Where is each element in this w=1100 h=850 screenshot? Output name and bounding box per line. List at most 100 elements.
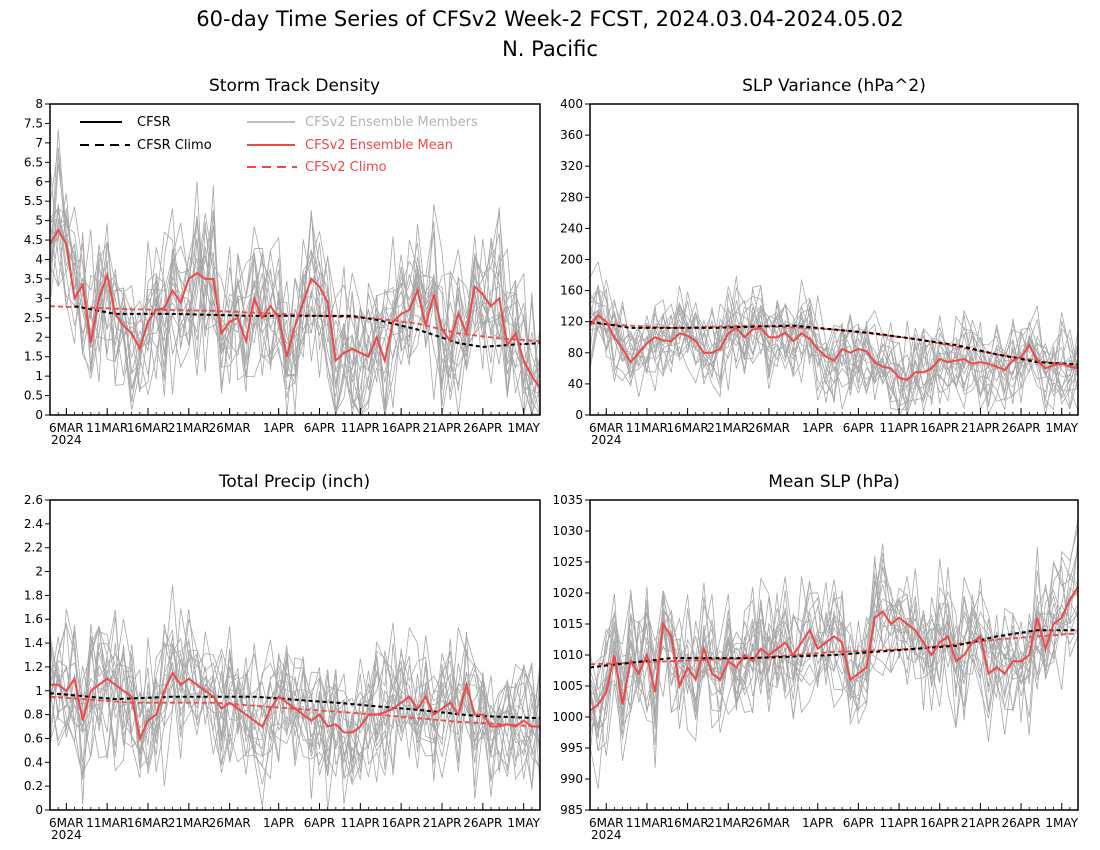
y-tick-label: 5 [35, 214, 43, 228]
x-tick-label: 16APR [382, 421, 421, 435]
y-tick-label: 990 [560, 772, 583, 786]
x-tick-label: 21MAR [168, 421, 210, 435]
y-tick-label: 1000 [552, 710, 583, 724]
ensemble-member-line [589, 573, 1079, 746]
y-tick-label: 1.5 [24, 350, 43, 364]
y-tick-label: 0.8 [24, 708, 43, 722]
y-tick-label: 985 [560, 803, 583, 817]
x-tick-label: 16APR [920, 816, 959, 830]
ensemble-members [589, 260, 1079, 417]
legend-label-cfsr-climo: CFSR Climo [137, 138, 212, 153]
x-tick-label: 11APR [341, 816, 380, 830]
x-tick-label: 26APR [1002, 816, 1041, 830]
x-tick-label: 11APR [880, 816, 919, 830]
x-year-label: 2024 [51, 433, 82, 447]
x-tick-label: 16APR [920, 421, 959, 435]
ensemble-mean-line [49, 228, 541, 389]
y-tick-label: 6 [35, 175, 43, 189]
ensemble-member-line [589, 260, 1079, 405]
x-tick-label: 26APR [463, 816, 502, 830]
ensemble-member-line [49, 209, 541, 416]
y-tick-label: 3 [35, 291, 43, 305]
x-tick-label: 16APR [382, 816, 421, 830]
x-tick-label: 6MAR [589, 421, 624, 435]
ensemble-member-line [589, 552, 1079, 735]
y-tick-label: 0 [35, 408, 43, 422]
y-tick-label: 1005 [552, 679, 583, 693]
y-tick-label: 2.2 [24, 541, 43, 555]
x-tick-label: 11APR [341, 421, 380, 435]
y-tick-label: 240 [560, 221, 583, 235]
y-tick-label: 0 [575, 408, 583, 422]
ensemble-members [589, 518, 1079, 790]
ensemble-mean-line [589, 586, 1079, 712]
y-tick-label: 1015 [552, 617, 583, 631]
x-tick-label: 1APR [263, 816, 294, 830]
x-tick-label: 11MAR [86, 816, 128, 830]
ensemble-mean-line [589, 314, 1079, 382]
y-tick-label: 360 [560, 128, 583, 142]
legend: CFSR CFSR Climo CFSv2 Ensemble Members C… [80, 115, 478, 175]
y-tick-label: 320 [560, 159, 583, 173]
y-tick-label: 3.5 [24, 272, 43, 286]
y-tick-label: 2.5 [24, 311, 43, 325]
ensemble-member-line [49, 622, 541, 780]
cfsr-climo-line [589, 320, 1079, 366]
x-tick-label: 16MAR [667, 421, 709, 435]
ensemble-member-line [589, 306, 1079, 404]
x-tick-label: 26MAR [209, 816, 251, 830]
y-tick-label: 1.4 [24, 636, 43, 650]
ensemble-member-line [49, 204, 541, 416]
x-tick-label: 1MAY [507, 816, 540, 830]
y-tick-label: 4.5 [24, 233, 43, 247]
y-tick-label: 2 [35, 330, 43, 344]
x-tick-label: 6MAR [49, 816, 84, 830]
ensemble-member-line [589, 565, 1079, 754]
ensemble-member-line [589, 301, 1079, 417]
x-tick-label: 1MAY [1045, 816, 1078, 830]
ensemble-member-line [589, 580, 1079, 726]
cfsv2-climo-line [49, 305, 541, 342]
y-tick-label: 1 [35, 684, 43, 698]
ensemble-member-line [49, 625, 541, 778]
x-tick-label: 26MAR [748, 816, 790, 830]
ensemble-member-line [589, 556, 1079, 790]
y-tick-label: 4 [35, 253, 43, 267]
ensemble-member-line [49, 608, 541, 807]
x-tick-label: 6APR [843, 816, 874, 830]
legend-label-cfsr: CFSR [137, 115, 171, 130]
y-tick-label: 160 [560, 284, 583, 298]
ensemble-member-line [589, 285, 1079, 410]
x-tick-label: 1APR [802, 816, 833, 830]
x-tick-label: 6MAR [49, 421, 84, 435]
y-tick-label: 1025 [552, 555, 583, 569]
ensemble-member-line [589, 582, 1079, 728]
panel-storm-track-density: Storm Track Density 0 0.5 1 1.5 2 2.5 3 3.5 4 4.5… [24, 76, 541, 447]
x-tick-label: 21APR [422, 421, 461, 435]
y-tick-label: 2.6 [24, 493, 43, 507]
x-tick-label: 6MAR [589, 816, 624, 830]
cfsv2-climo-line [49, 695, 541, 728]
legend-label-members: CFSv2 Ensemble Members [305, 115, 478, 130]
x-tick-label: 6APR [304, 816, 335, 830]
x-tick-label: 21MAR [707, 421, 749, 435]
ensemble-member-line [49, 609, 541, 798]
y-tick-label: 0.5 [24, 389, 43, 403]
ensemble-member-line [49, 618, 541, 783]
panel-title: Mean SLP (hPa) [768, 472, 900, 492]
x-year-label: 2024 [591, 433, 622, 447]
ensemble-member-line [49, 208, 541, 416]
x-tick-label: 1APR [802, 421, 833, 435]
panel-mean-slp: Mean SLP (hPa) 985 990 995 1000 1005 1010 1015… [552, 472, 1079, 842]
ensemble-member-line [589, 546, 1079, 761]
y-tick-label: 8 [35, 97, 43, 111]
ensemble-member-line [49, 584, 541, 805]
x-tick-label: 11MAR [626, 421, 668, 435]
ensemble-members [49, 129, 541, 417]
y-tick-label: 280 [560, 190, 583, 204]
cfsv2-climo-line [589, 632, 1079, 666]
figure-title: 60-day Time Series of CFSv2 Week-2 FCST,… [196, 7, 903, 31]
panel-title: Total Precip (inch) [218, 472, 370, 492]
ensemble-member-line [589, 285, 1079, 407]
ensemble-member-line [589, 572, 1079, 730]
